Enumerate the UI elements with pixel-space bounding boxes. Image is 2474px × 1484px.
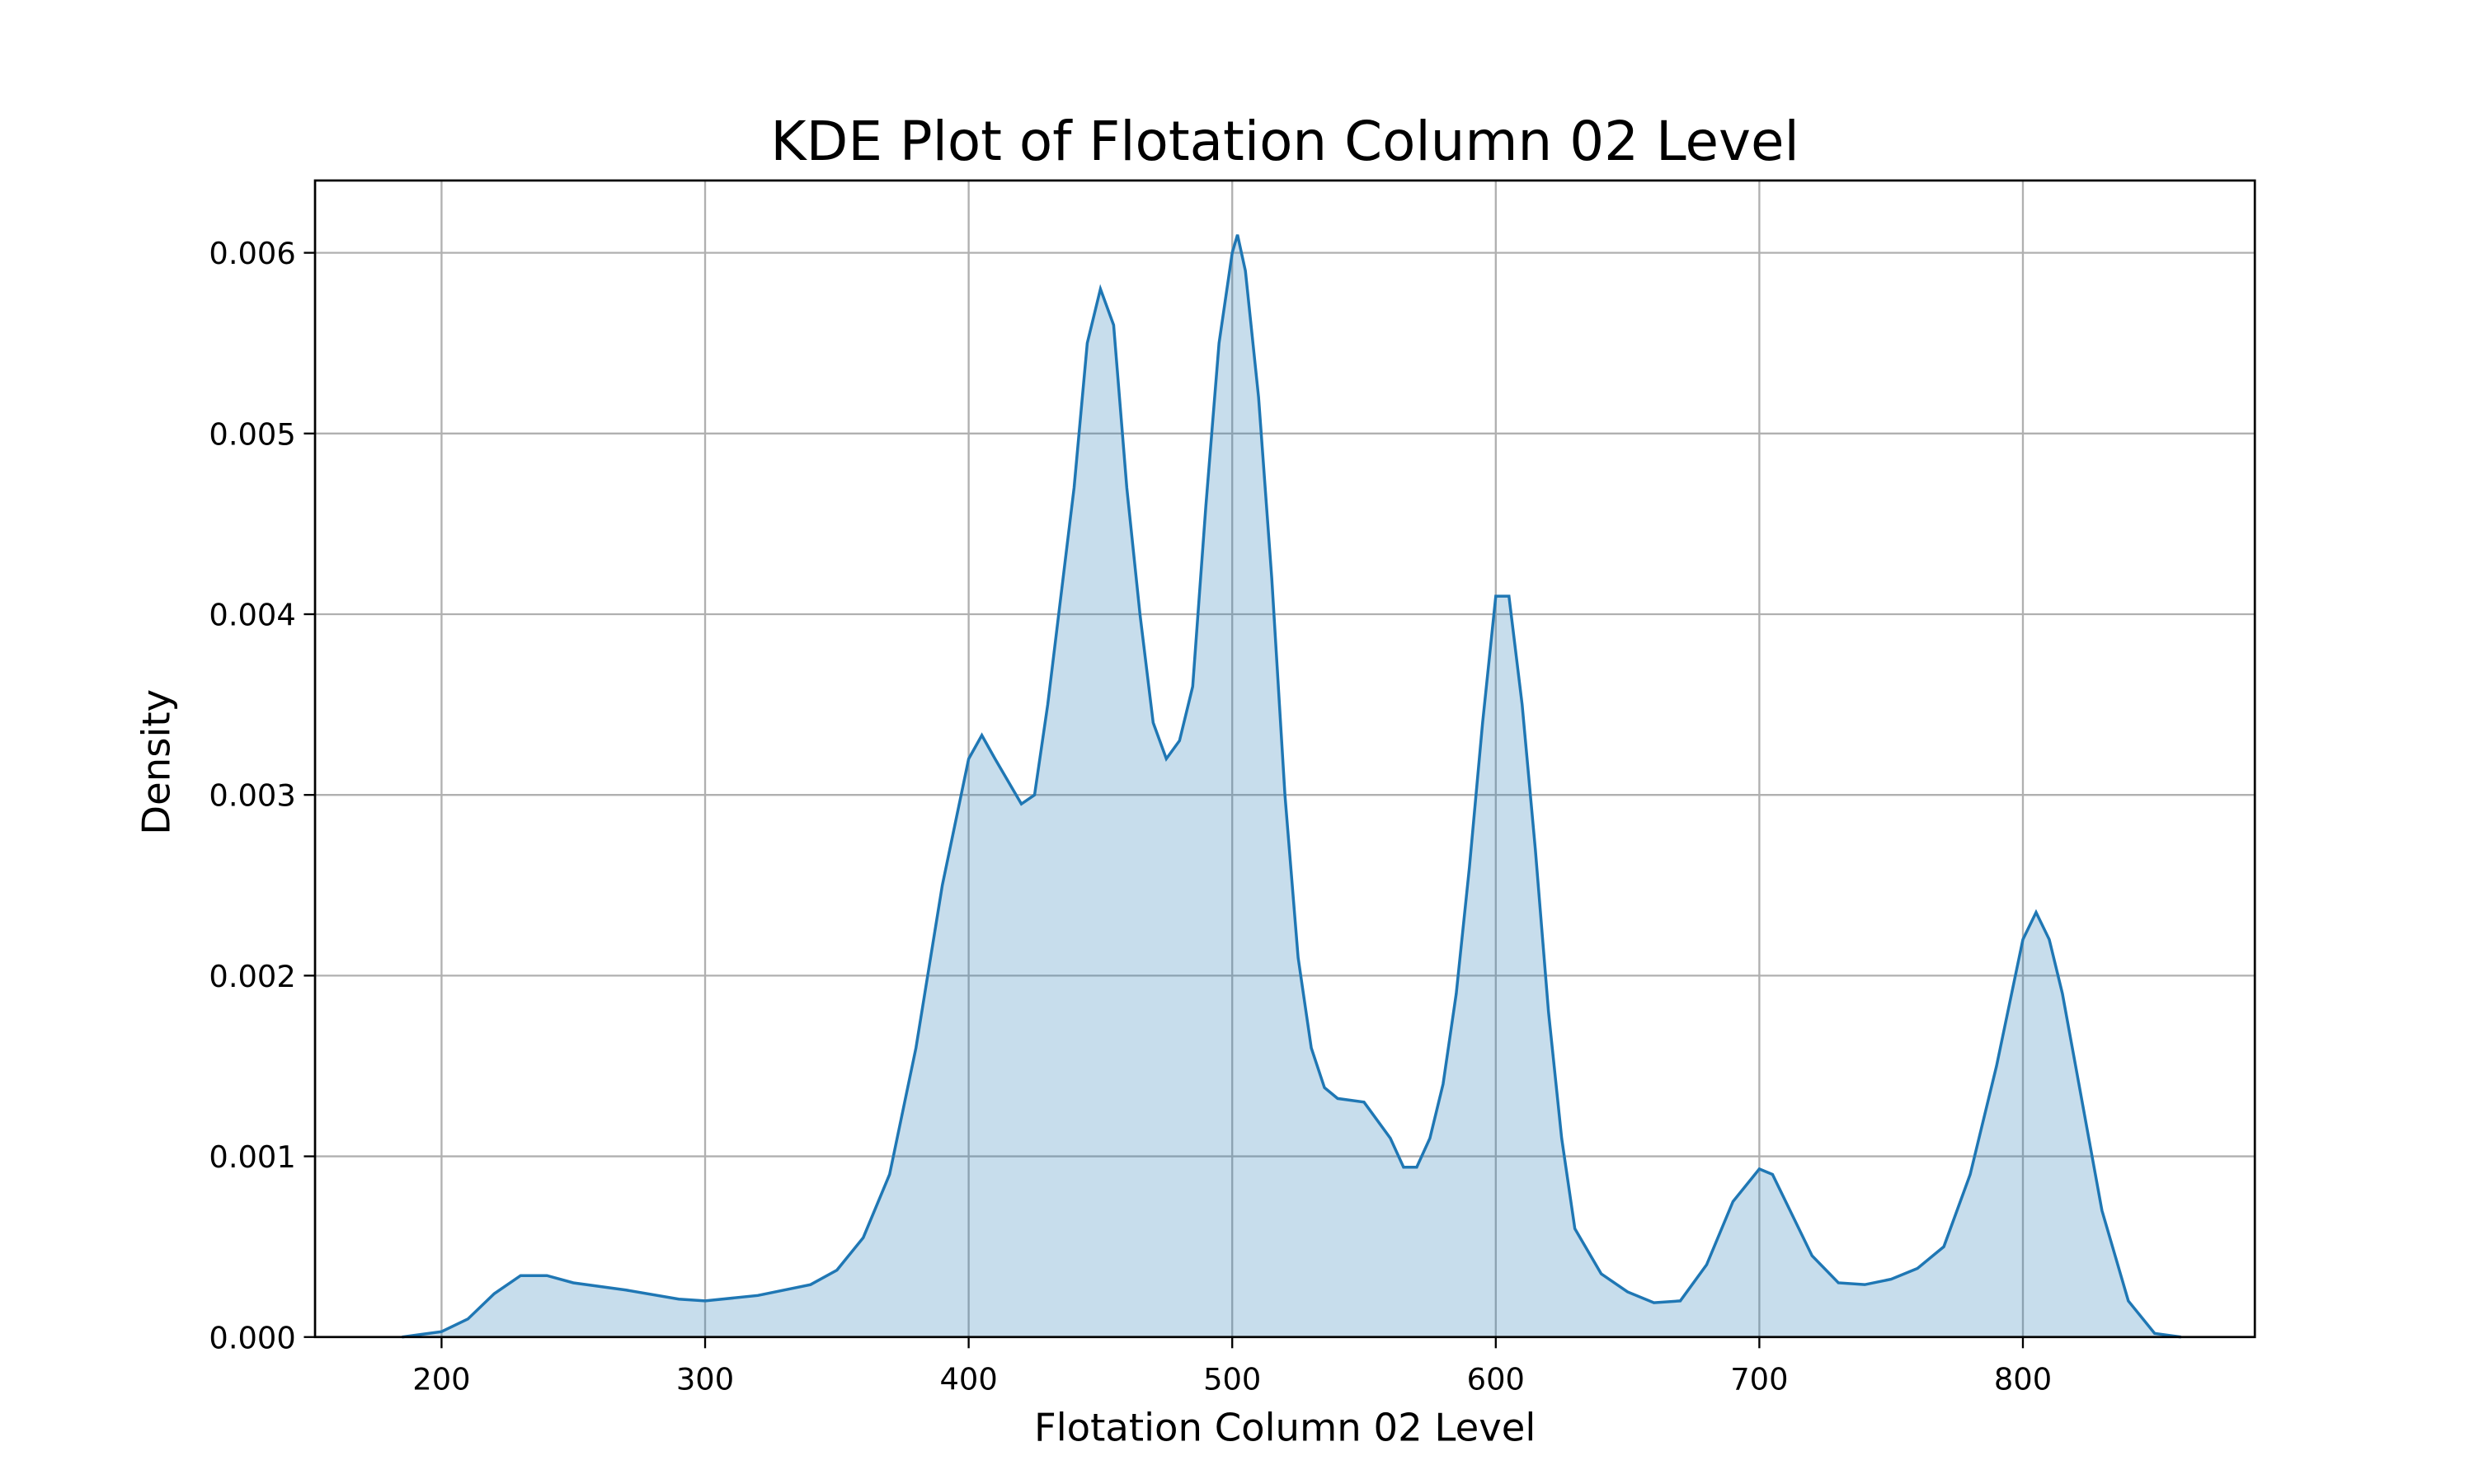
chart-title: KDE Plot of Flotation Column 02 Level xyxy=(770,110,1799,173)
y-axis-label: Density xyxy=(134,689,179,835)
density-line xyxy=(402,234,2181,1339)
y-tick-label: 0.000 xyxy=(209,1320,295,1355)
x-axis-label: Flotation Column 02 Level xyxy=(1034,1406,1536,1450)
x-tick-label: 400 xyxy=(939,1362,997,1397)
x-tick-label: 600 xyxy=(1467,1362,1525,1397)
y-tick-label: 0.001 xyxy=(209,1139,295,1175)
y-tick-label: 0.002 xyxy=(209,959,295,994)
x-tick-label: 700 xyxy=(1730,1362,1788,1397)
y-tick-label: 0.003 xyxy=(209,778,295,814)
x-tick-label: 500 xyxy=(1203,1362,1261,1397)
y-tick-label: 0.005 xyxy=(209,416,295,452)
density-area xyxy=(402,234,2181,1337)
plot-frame xyxy=(313,179,2256,1339)
x-tick-label: 200 xyxy=(412,1362,470,1397)
x-tick-label: 300 xyxy=(676,1362,734,1397)
y-tick-label: 0.006 xyxy=(209,236,295,271)
x-tick-label: 800 xyxy=(1994,1362,2052,1397)
y-tick-label: 0.004 xyxy=(209,598,295,633)
